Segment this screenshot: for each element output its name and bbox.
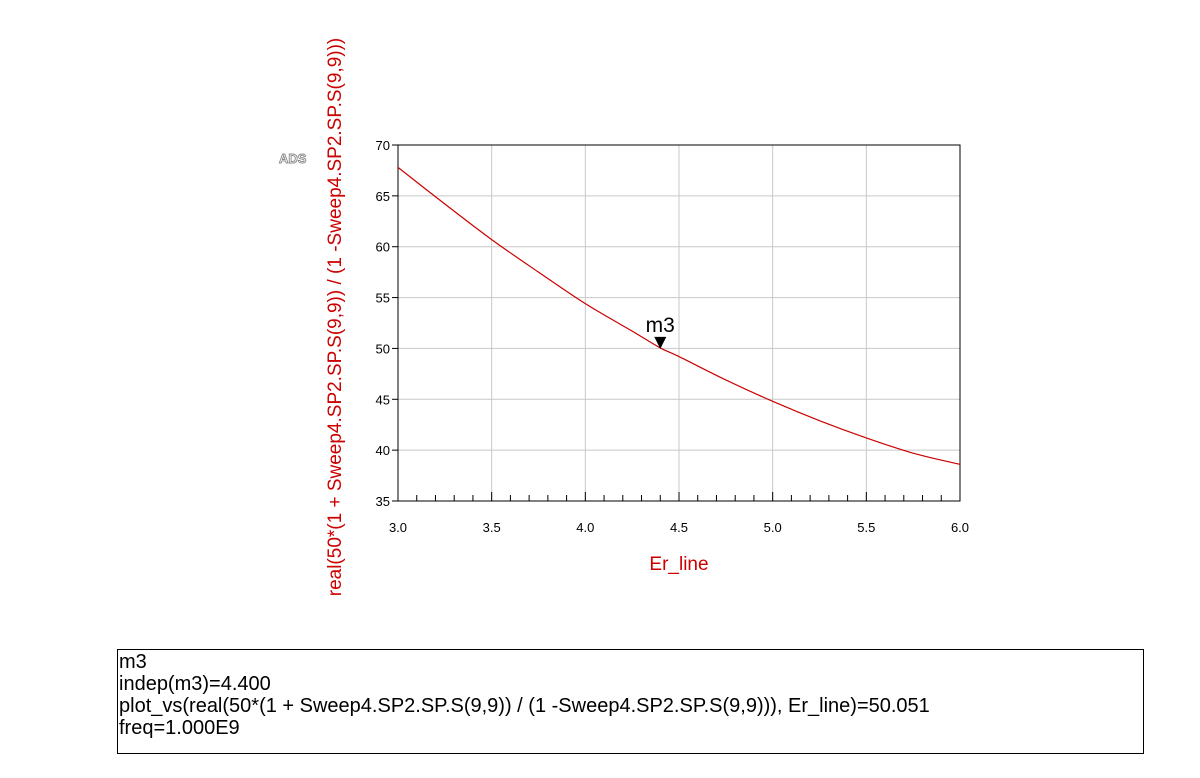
y-tick-label: 45 (376, 392, 390, 407)
x-tick-labels: 3.0 3.5 4.0 4.5 5.0 5.5 6.0 (389, 520, 969, 535)
x-tick-label: 4.5 (670, 520, 688, 535)
readout-freq: freq=1.000E9 (119, 717, 240, 739)
y-axis-label: real(50*(1 + Sweep4.SP2.SP.S(9,9)) / (1 … (325, 38, 346, 597)
readout-plot-value: plot_vs(real(50*(1 + Sweep4.SP2.SP.S(9,9… (119, 695, 930, 717)
ads-logo: ADS (279, 151, 307, 166)
x-tick-label: 5.0 (764, 520, 782, 535)
x-tick-label: 3.0 (389, 520, 407, 535)
minor-ticks (397, 492, 961, 501)
x-tick-label: 5.5 (857, 520, 875, 535)
y-tick-label: 65 (376, 189, 390, 204)
series-layer (397, 166, 961, 465)
line-chart: 35 40 45 50 55 60 65 70 3.0 3.5 4.0 4.5 5.0 5.5 6.0 m… (279, 38, 969, 597)
readout-marker-name: m3 (119, 651, 147, 673)
marker-readout-box: m3 indep(m3)=4.400 plot_vs(real(50*(1 + … (117, 649, 1144, 754)
y-tick-label: 50 (376, 341, 390, 356)
x-axis-label: Er_line (649, 554, 708, 575)
plot-area-frame (397, 144, 961, 502)
y-tick-label: 40 (376, 443, 390, 458)
y-tick-labels: 35 40 45 50 55 60 65 70 (376, 138, 398, 509)
y-tick-label: 55 (376, 291, 390, 306)
x-tick-label: 3.5 (483, 520, 501, 535)
y-tick-label: 35 (376, 494, 390, 509)
marker-m3-triangle[interactable] (654, 336, 667, 349)
y-tick-label: 60 (376, 240, 390, 255)
y-tick-label: 70 (376, 138, 390, 153)
grid-layer (398, 145, 960, 501)
series-line (397, 166, 961, 465)
marker-m3-label[interactable]: m3 (646, 314, 675, 337)
readout-indep-value: indep(m3)=4.400 (119, 673, 271, 695)
marker-layer[interactable]: m3 (646, 314, 675, 349)
x-tick-label: 6.0 (951, 520, 969, 535)
x-tick-label: 4.0 (576, 520, 594, 535)
